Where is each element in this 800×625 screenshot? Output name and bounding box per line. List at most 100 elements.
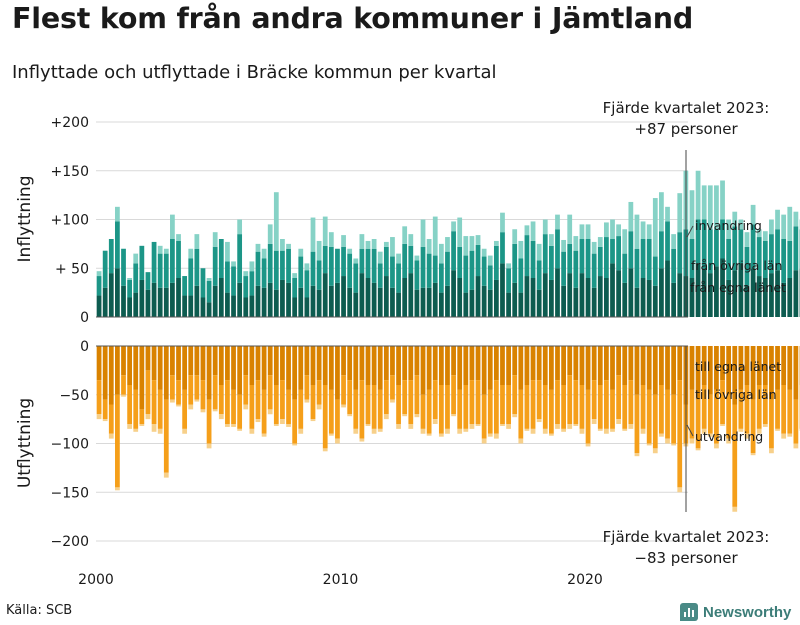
outflow-bar-egna-lanet: [707, 346, 713, 395]
legend-leader-utvandring: [686, 424, 694, 437]
outflow-axis-label: Utflyttning: [15, 398, 35, 488]
inflow-bar-ovriga-lan: [548, 245, 554, 280]
inflow-bar-invandring: [243, 271, 249, 277]
outflow-bar-egna-lanet: [96, 346, 102, 381]
outflow-bar-utvandring: [500, 424, 505, 426]
outflow-bar-utvandring: [414, 414, 420, 418]
outflow-bar-utvandring: [597, 428, 603, 431]
inflow-bar-egna-lanet: [322, 273, 328, 317]
inflow-bar-invandring: [328, 232, 334, 247]
outflow-bar-egna-lanet: [445, 346, 450, 385]
outflow-bar-utvandring: [640, 428, 646, 434]
outflow-bar-ovriga-lan: [616, 375, 622, 420]
outflow-bar-egna-lanet: [108, 346, 114, 405]
outflow-bar-utvandring: [292, 443, 298, 446]
inflow-note-value: +87 personer: [634, 120, 738, 138]
outflow-bar-ovriga-lan: [714, 389, 719, 444]
outflow-bar-egna-lanet: [671, 346, 677, 395]
outflow-bar-egna-lanet: [139, 346, 145, 410]
outflow-bar-utvandring: [316, 404, 322, 410]
inflow-bar-invandring: [665, 206, 670, 222]
inflow-bar-invandring: [414, 255, 420, 261]
outflow-bar-utvandring: [163, 472, 169, 478]
outflow-bar-utvandring: [121, 394, 126, 397]
inflow-bar-egna-lanet: [475, 276, 481, 317]
inflow-bar-egna-lanet: [585, 278, 591, 317]
inflow-bar-ovriga-lan: [347, 253, 353, 288]
inflow-bar-egna-lanet: [567, 273, 573, 317]
outflow-bar-utvandring: [359, 438, 365, 442]
outflow-bar-egna-lanet: [188, 346, 194, 376]
inflow-bar-egna-lanet: [787, 278, 793, 317]
outflow-bar-ovriga-lan: [567, 375, 573, 424]
inflow-bar-egna-lanet: [781, 282, 787, 317]
outflow-bar-ovriga-lan: [383, 380, 389, 415]
outflow-bar-egna-lanet: [225, 346, 230, 381]
outflow-bar-utvandring: [261, 433, 267, 437]
outflow-bar-ovriga-lan: [359, 380, 365, 439]
inflow-bar-invandring: [273, 192, 279, 251]
inflow-bar-egna-lanet: [390, 287, 395, 317]
inflow-bar-ovriga-lan: [463, 255, 469, 293]
inflow-bar-egna-lanet: [695, 263, 701, 317]
outflow-bar-egna-lanet: [720, 346, 725, 381]
outflow-bar-egna-lanet: [665, 346, 670, 390]
inflow-bar-invandring: [396, 253, 401, 264]
outflow-bar-utvandring: [622, 428, 628, 431]
inflow-bar-egna-lanet: [604, 278, 609, 317]
inflow-bar-ovriga-lan: [383, 246, 389, 277]
outflow-bar-utvandring: [176, 404, 181, 407]
inflow-bar-ovriga-lan: [769, 234, 774, 274]
newsworthy-logo-icon: [680, 603, 698, 621]
outflow-bar-ovriga-lan: [665, 389, 670, 439]
inflow-bar-egna-lanet: [359, 273, 365, 317]
outflow-bar-utvandring: [512, 414, 518, 418]
outflow-bar-utvandring: [347, 414, 353, 417]
outflow-bar-egna-lanet: [652, 346, 658, 395]
outflow-bar-ovriga-lan: [212, 375, 218, 410]
outflow-bar-utvandring: [769, 448, 774, 454]
outflow-bar-egna-lanet: [463, 346, 469, 385]
inflow-bar-invandring: [518, 240, 524, 259]
inflow-bar-ovriga-lan: [775, 229, 780, 271]
outflow-bar-egna-lanet: [273, 346, 279, 385]
outflow-bar-utvandring: [182, 428, 188, 434]
inflow-bar-egna-lanet: [231, 295, 236, 317]
outflow-bar-ovriga-lan: [762, 385, 768, 424]
inflow-bar-egna-lanet: [457, 278, 463, 317]
outflow-bar-utvandring: [555, 424, 560, 429]
outflow-bar-utvandring: [677, 487, 683, 493]
inflow-bar-invandring: [286, 243, 291, 249]
inflow-bar-invandring: [579, 224, 585, 239]
inflow-bar-egna-lanet: [96, 295, 102, 317]
outflow-bar-utvandring: [652, 448, 658, 454]
inflow-tick-label: +100: [51, 213, 89, 229]
outflow-bar-egna-lanet: [775, 346, 780, 390]
inflow-bar-egna-lanet: [115, 268, 120, 317]
outflow-bar-egna-lanet: [451, 346, 456, 376]
outflow-bar-ovriga-lan: [365, 385, 371, 424]
outflow-bar-egna-lanet: [750, 346, 756, 400]
outflow-bar-egna-lanet: [365, 346, 371, 385]
outflow-bar-egna-lanet: [628, 346, 634, 381]
inflow-bar-egna-lanet: [579, 273, 585, 317]
outflow-bar-ovriga-lan: [689, 389, 695, 439]
inflow-bar-invandring: [322, 216, 328, 246]
inflow-bar-egna-lanet: [671, 282, 677, 317]
outflow-bar-egna-lanet: [261, 346, 267, 390]
inflow-bar-invandring: [775, 209, 780, 230]
outflow-bar-ovriga-lan: [353, 389, 359, 429]
outflow-bar-egna-lanet: [493, 346, 499, 381]
outflow-bar-ovriga-lan: [793, 399, 799, 444]
outflow-bar-egna-lanet: [341, 346, 346, 376]
inflow-bar-ovriga-lan: [561, 251, 566, 286]
outflow-bar-egna-lanet: [640, 346, 646, 385]
outflow-bar-ovriga-lan: [163, 399, 169, 473]
inflow-bar-ovriga-lan: [108, 239, 114, 274]
outflow-bar-ovriga-lan: [176, 380, 181, 405]
inflow-bar-ovriga-lan: [188, 258, 194, 296]
source-note: Källa: SCB: [6, 603, 73, 618]
outflow-bar-utvandring: [402, 414, 408, 417]
outflow-bar-ovriga-lan: [585, 389, 591, 444]
inflow-bar-invandring: [701, 185, 707, 220]
